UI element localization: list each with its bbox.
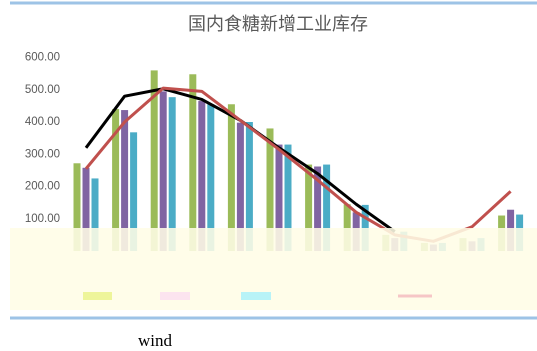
y-tick-label: 400.00 — [25, 116, 60, 128]
legend-swatch — [83, 292, 112, 300]
line — [84, 86, 512, 243]
bar — [150, 70, 158, 252]
y-tick-label: 500.00 — [25, 84, 60, 96]
bar — [91, 178, 99, 251]
bar — [189, 74, 197, 252]
chart-title: 国内食糖新增工业库存 — [188, 14, 368, 34]
bar — [305, 164, 313, 251]
bar — [284, 144, 292, 251]
bar — [275, 144, 283, 251]
bar — [245, 122, 253, 251]
legend-swatch — [241, 292, 271, 300]
bar — [227, 104, 235, 251]
y-tick-label: 200.00 — [25, 181, 60, 193]
bar — [314, 166, 322, 251]
note: wind — [138, 331, 173, 350]
plot-area: 100.00 200.00 300.00 400.00 500.00 600.00 — [25, 52, 524, 252]
y-tick-label: 100.00 — [25, 213, 60, 225]
bar — [266, 128, 274, 251]
bar — [130, 132, 138, 251]
bar — [343, 204, 351, 251]
bar — [168, 97, 176, 251]
bar — [198, 101, 206, 251]
legend-swatch — [160, 292, 190, 300]
bar — [323, 164, 331, 251]
y-tick-label: 600.00 — [25, 52, 60, 64]
bar — [82, 167, 90, 251]
bar — [361, 204, 369, 251]
bar — [159, 91, 167, 251]
bar — [236, 122, 244, 252]
bar — [121, 110, 129, 251]
bar — [112, 109, 120, 251]
y-tick-label: 300.00 — [25, 148, 60, 160]
bar — [73, 163, 81, 251]
bar — [207, 104, 215, 251]
